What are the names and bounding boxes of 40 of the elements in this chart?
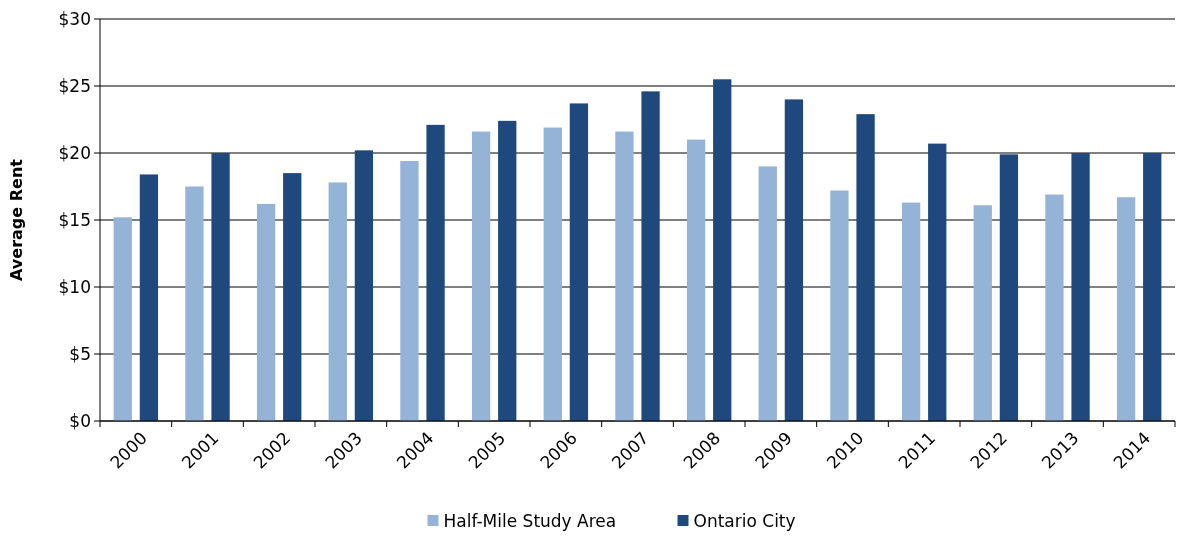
y-tick-label: $25 [58, 75, 91, 96]
y-tick-label: $0 [69, 410, 91, 431]
y-tick-label: $20 [58, 142, 91, 163]
bar [1045, 194, 1064, 421]
legend-label: Ontario City [693, 510, 796, 531]
bar [830, 190, 849, 421]
bar [113, 217, 132, 421]
bar [543, 127, 562, 421]
legend-label: Half-Mile Study Area [443, 510, 617, 531]
bar [615, 131, 634, 421]
bar [1116, 197, 1136, 421]
bar [713, 79, 732, 421]
bar [400, 161, 419, 421]
bar [1071, 153, 1090, 421]
bar [999, 154, 1019, 421]
bar [185, 186, 204, 421]
bar [901, 202, 921, 421]
bar [256, 203, 276, 421]
bar [498, 120, 517, 421]
bar [973, 205, 992, 421]
bar [211, 153, 230, 421]
bar [426, 124, 445, 421]
bar [328, 182, 347, 421]
bar [354, 150, 374, 421]
bar [641, 91, 660, 421]
bar [1143, 153, 1162, 421]
y-tick-label: $30 [58, 8, 91, 29]
y-tick-label: $10 [58, 276, 91, 297]
bar [856, 114, 875, 421]
y-tick-label: $5 [69, 343, 91, 364]
bar [928, 143, 947, 421]
bar [569, 103, 589, 421]
bar [758, 166, 777, 421]
y-axis-title: Average Rent [7, 158, 26, 281]
bar [139, 174, 159, 421]
bar [784, 99, 804, 421]
bar [283, 173, 302, 421]
bar [471, 131, 491, 421]
bar [686, 139, 706, 421]
y-tick-label: $15 [58, 209, 91, 230]
